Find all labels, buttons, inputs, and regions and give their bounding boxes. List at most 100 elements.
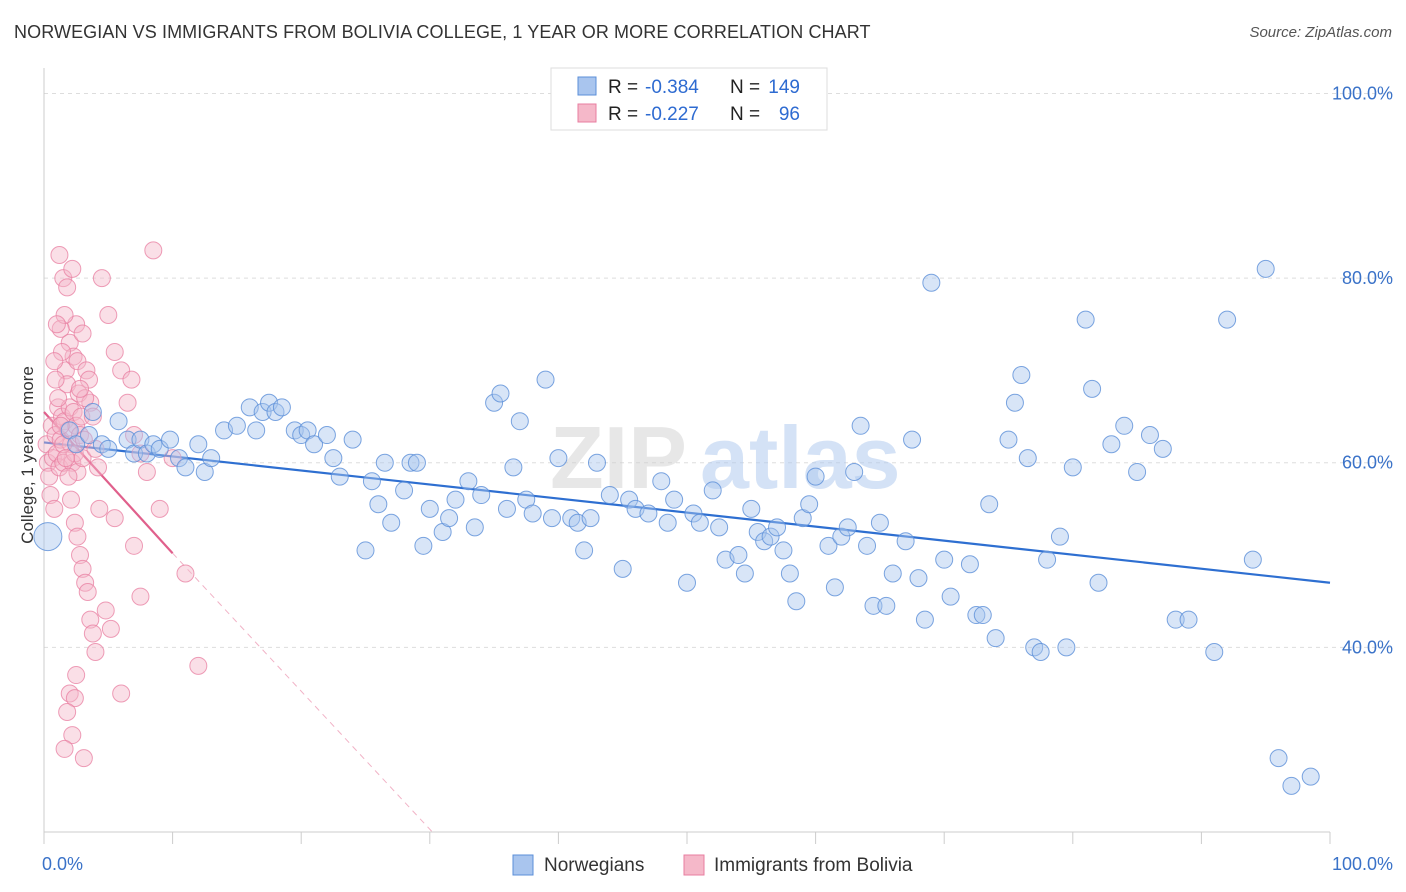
norwegian-point bbox=[678, 573, 696, 592]
bolivia-point bbox=[99, 306, 118, 325]
norwegian-point bbox=[896, 532, 915, 551]
bolivia-point bbox=[71, 546, 90, 565]
norwegian-point bbox=[600, 486, 619, 505]
bolivia-point bbox=[58, 278, 77, 297]
norwegian-point bbox=[665, 490, 684, 509]
norwegian-point bbox=[330, 467, 349, 486]
norwegian-point bbox=[755, 532, 774, 551]
norwegian-point bbox=[253, 402, 272, 421]
bolivia-point bbox=[144, 241, 163, 260]
norwegian-point bbox=[960, 555, 979, 574]
bolivia-point bbox=[137, 462, 156, 481]
norwegian-point bbox=[472, 486, 491, 505]
norwegian-point bbox=[247, 421, 266, 440]
bolivia-point bbox=[89, 458, 108, 477]
norwegian-point bbox=[285, 421, 304, 440]
norwegian-point bbox=[305, 435, 324, 454]
x-tick-label-max: 100.0% bbox=[1332, 854, 1393, 874]
bolivia-point bbox=[163, 449, 182, 468]
norwegian-point bbox=[459, 472, 478, 491]
norwegian-point bbox=[883, 564, 902, 583]
norwegian-point bbox=[343, 430, 362, 449]
bottom-legend-swatch-bolivia bbox=[683, 854, 705, 876]
norwegian-point bbox=[870, 513, 889, 532]
norwegian-point bbox=[980, 495, 999, 514]
legend-swatch-blue bbox=[577, 76, 597, 96]
bolivia-point bbox=[112, 684, 131, 703]
bolivia-point bbox=[90, 499, 109, 518]
norwegian-point bbox=[272, 398, 291, 417]
norwegian-point bbox=[851, 416, 870, 435]
bolivia-point bbox=[45, 499, 64, 518]
norwegian-point bbox=[161, 430, 180, 449]
norwegian-point bbox=[684, 504, 703, 523]
norwegian-point bbox=[1179, 610, 1198, 629]
norwegian-point bbox=[395, 481, 414, 500]
bolivia-point bbox=[118, 393, 137, 412]
bolivia-point bbox=[67, 416, 86, 435]
norwegian-point bbox=[768, 518, 787, 537]
norwegian-point bbox=[369, 495, 388, 514]
norwegian-point bbox=[581, 509, 600, 528]
norwegian-point bbox=[613, 559, 632, 578]
norwegian-point bbox=[549, 449, 568, 468]
y-tick-labels: 40.0% 60.0% 80.0% 100.0% bbox=[1332, 83, 1393, 657]
norwegian-point bbox=[915, 610, 934, 629]
norwegian-point bbox=[99, 439, 118, 458]
bottom-legend-swatch-norwegians bbox=[512, 854, 534, 876]
legend-box bbox=[550, 67, 828, 131]
watermark: ZIP atlas bbox=[550, 408, 901, 507]
norwegian-point bbox=[401, 453, 420, 472]
norwegian-point bbox=[877, 596, 896, 615]
norwegian-point bbox=[935, 550, 954, 569]
norwegian-point bbox=[1218, 310, 1237, 329]
axes bbox=[43, 68, 1331, 844]
bolivia-point bbox=[80, 370, 99, 389]
norwegian-point bbox=[465, 518, 484, 537]
legend-r-value-1: -0.384 bbox=[645, 77, 699, 98]
bolivia-point bbox=[63, 259, 82, 278]
norwegian-point bbox=[150, 439, 169, 458]
norwegian-point bbox=[909, 569, 928, 588]
norwegian-point bbox=[1063, 458, 1082, 477]
bolivia-point bbox=[81, 610, 100, 629]
bolivia-point bbox=[54, 269, 73, 288]
norwegian-point bbox=[967, 606, 986, 625]
norwegian-point bbox=[407, 453, 426, 472]
chart-title: NORWEGIAN VS IMMIGRANTS FROM BOLIVIA COL… bbox=[14, 22, 871, 42]
norwegian-point bbox=[504, 458, 523, 477]
bolivia-point bbox=[65, 513, 84, 532]
bolivia-point bbox=[55, 306, 74, 325]
norwegian-point bbox=[33, 522, 63, 552]
bolivia-point bbox=[96, 601, 115, 620]
bolivia-point bbox=[46, 370, 65, 389]
norwegian-point bbox=[819, 536, 838, 555]
norwegian-point bbox=[144, 435, 163, 454]
bolivia-point bbox=[49, 389, 68, 408]
norwegian-point bbox=[1089, 573, 1108, 592]
norwegian-point bbox=[620, 490, 639, 509]
norwegian-point bbox=[825, 578, 844, 597]
norwegian-point bbox=[536, 370, 555, 389]
bolivia-point bbox=[105, 342, 124, 361]
bolivia-point bbox=[62, 490, 81, 509]
norwegian-point bbox=[587, 453, 606, 472]
norwegian-point bbox=[999, 430, 1018, 449]
norwegian-point bbox=[903, 430, 922, 449]
bolivia-point bbox=[83, 624, 102, 643]
bolivia-point bbox=[122, 370, 141, 389]
norwegian-point bbox=[1282, 776, 1301, 795]
bolivia-point bbox=[125, 426, 144, 445]
norwegian-point bbox=[189, 435, 208, 454]
trend-lines bbox=[43, 411, 1331, 833]
norwegian-point bbox=[176, 458, 195, 477]
norwegian-point bbox=[420, 499, 439, 518]
bolivia-point bbox=[125, 536, 144, 555]
norwegian-point bbox=[1128, 462, 1147, 481]
norwegian-point bbox=[922, 273, 941, 292]
bolivia-point bbox=[53, 342, 72, 361]
norwegian-point bbox=[832, 527, 851, 546]
norwegian-point bbox=[1256, 259, 1275, 278]
norwegian-point bbox=[1115, 416, 1134, 435]
y-tick-label-0: 40.0% bbox=[1342, 637, 1393, 657]
